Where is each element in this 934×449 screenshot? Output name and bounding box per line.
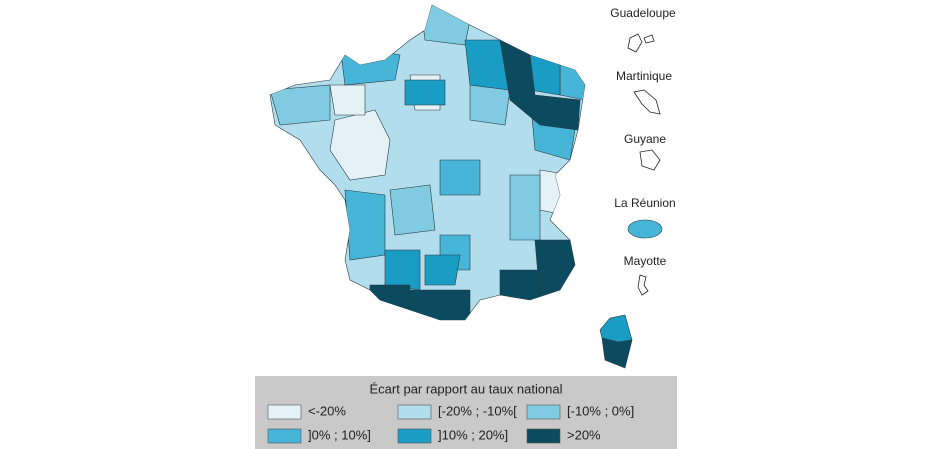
region [329,84,366,116]
region [499,39,581,131]
overseas-territories: Guadeloupe Martinique Guyane La Réunion … [610,6,676,296]
legend-swatch [267,428,302,444]
legend-swatch [397,404,432,420]
legend-swatch [526,428,561,444]
legend-title: Écart par rapport au taux national [370,381,563,396]
legend: Écart par rapport au taux national <-20%… [255,376,677,449]
legend-label: ]10% ; 20%] [438,427,508,442]
region [601,337,633,369]
region [344,189,386,261]
legend-box [255,376,677,449]
region [534,239,576,301]
territory-label: Mayotte [624,254,667,268]
region [389,184,436,236]
legend-label: ]0% ; 10%] [308,427,371,442]
legend-label: [-10% ; 0%] [567,403,634,418]
region [339,44,401,86]
territory-shape [637,274,649,296]
legend-label: <-20% [308,403,346,418]
region [599,314,633,343]
region [404,79,446,106]
territory-label: Guyane [624,132,666,146]
territory-label: Martinique [616,69,672,83]
region [270,84,331,126]
territory-shape [633,89,661,115]
region [439,159,481,196]
legend-swatch [267,404,302,420]
region [424,254,461,286]
mainland-map [269,4,633,369]
territory-shape [639,149,661,171]
region [509,174,541,241]
region [329,109,391,181]
region [469,84,511,126]
territory-label: Guadeloupe [610,6,676,20]
region [409,289,471,320]
region [419,5,471,46]
legend-swatch [526,404,561,420]
region [369,284,411,320]
legend-swatch [397,428,432,444]
legend-label: >20% [567,427,601,442]
territory-label: La Réunion [614,196,675,210]
legend-label: [-20% ; -10%[ [438,403,517,418]
region [499,269,541,301]
region [384,249,421,291]
territory-shape [627,33,655,53]
territory-shape [627,219,663,239]
